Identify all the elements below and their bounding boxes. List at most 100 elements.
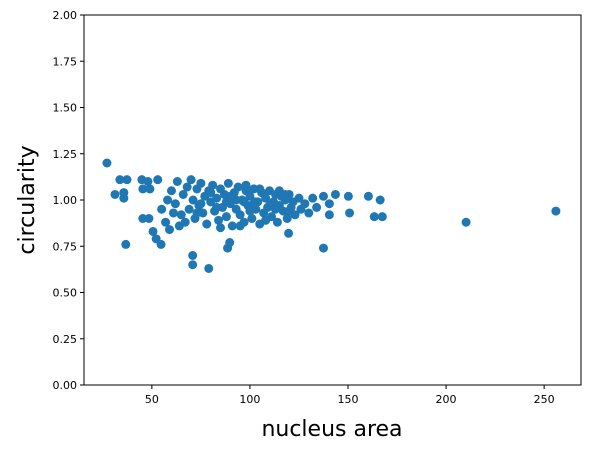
scatter-point <box>153 175 163 185</box>
scatter-point <box>324 210 334 220</box>
scatter-point <box>208 180 218 190</box>
y-tick-label: 1.75 <box>53 55 78 68</box>
scatter-point <box>188 195 198 205</box>
scatter-point <box>115 175 125 185</box>
scatter-point <box>233 182 243 192</box>
scatter-point <box>223 178 233 188</box>
scatter-point <box>156 239 166 249</box>
scatter-point <box>343 191 353 201</box>
y-tick-label: 1.00 <box>53 194 78 207</box>
y-tick-label: 0.00 <box>53 379 78 392</box>
scatter-point <box>345 208 355 218</box>
x-tick-label: 200 <box>436 393 457 406</box>
scatter-point <box>143 177 153 186</box>
y-tick-label: 0.50 <box>53 287 78 300</box>
scatter-point <box>161 217 171 227</box>
plot-frame <box>83 14 582 386</box>
scatter-point <box>300 199 310 209</box>
scatter-point <box>225 238 235 248</box>
scatter-point <box>163 195 173 205</box>
scatter-point <box>214 215 224 225</box>
scatter-point <box>172 177 182 186</box>
scatter-point <box>245 206 255 216</box>
scatter-point <box>170 199 180 209</box>
x-tick-label: 150 <box>337 393 358 406</box>
scatter-point <box>318 191 328 201</box>
scatter-point <box>308 193 318 203</box>
scatter-point <box>369 212 379 222</box>
scatter-point <box>318 243 328 253</box>
scatter-point <box>282 214 292 223</box>
scatter-point <box>231 195 241 205</box>
scatter-point <box>204 263 214 273</box>
scatter-point <box>184 204 194 214</box>
scatter-point <box>212 202 222 212</box>
scatter-point <box>212 193 222 203</box>
scatter-point <box>119 188 129 198</box>
scatter-point <box>247 214 257 223</box>
scatter-point <box>377 212 387 222</box>
scatter-point <box>174 221 184 231</box>
scatter-point <box>270 204 280 214</box>
scatter-point <box>284 228 294 238</box>
scatter-point <box>261 215 271 225</box>
scatter-point <box>280 189 290 199</box>
scatter-point <box>235 221 245 231</box>
scatter-point <box>551 206 561 216</box>
x-tick-label: 50 <box>145 393 159 406</box>
scatter-point <box>221 212 231 222</box>
scatter-point <box>461 217 471 227</box>
scatter-point <box>202 219 212 229</box>
scatter-point <box>165 225 175 235</box>
scatter-point <box>186 175 196 185</box>
scatter-point <box>138 184 148 194</box>
scatter-point <box>144 214 154 223</box>
scatter-point <box>294 193 304 203</box>
scatter-point <box>192 208 202 218</box>
scatter-point <box>227 221 237 231</box>
scatter-point <box>216 223 226 233</box>
x-axis-title: nucleus area <box>261 417 402 442</box>
scatter-point <box>188 251 198 260</box>
y-tick-label: 0.75 <box>53 240 78 253</box>
scatter-point <box>221 197 231 207</box>
scatter-point <box>206 188 216 198</box>
scatter-point <box>102 158 112 168</box>
scatter-point <box>148 226 158 236</box>
scatter-point <box>239 197 249 207</box>
y-tick-label: 0.25 <box>53 333 78 346</box>
scatter-point <box>375 195 385 205</box>
scatter-point <box>145 184 155 194</box>
scatter-point <box>196 199 206 209</box>
y-tick-label: 2.00 <box>53 9 78 22</box>
y-tick-label: 1.25 <box>53 148 78 161</box>
scatter-point <box>166 186 176 196</box>
scatter-point <box>304 208 314 218</box>
scatter-point <box>312 202 322 212</box>
scatter-point <box>261 193 271 203</box>
scatter-point <box>188 260 198 270</box>
scatter-point <box>284 206 294 216</box>
scatter-point <box>121 239 131 249</box>
scatter-point <box>122 175 132 185</box>
scatter-point <box>255 184 265 194</box>
scatter-point <box>272 217 282 227</box>
scatter-point <box>168 208 178 218</box>
scatter-point <box>249 199 259 209</box>
scatter-point <box>176 210 186 220</box>
scatter-point <box>178 189 188 199</box>
x-tick-label: 100 <box>239 393 260 406</box>
scatter-point <box>182 182 192 192</box>
y-axis-title: circularity <box>15 145 40 254</box>
x-tick-label: 250 <box>534 393 555 406</box>
scatter-point <box>245 191 255 201</box>
scatter-point <box>330 189 340 199</box>
scatter-point <box>110 189 120 199</box>
scatter-point <box>196 178 206 188</box>
scatter-point <box>363 191 373 201</box>
scatter-point <box>157 204 167 214</box>
scatter-point <box>324 199 334 209</box>
scatter-point <box>241 180 251 190</box>
y-tick-label: 1.50 <box>53 102 78 115</box>
